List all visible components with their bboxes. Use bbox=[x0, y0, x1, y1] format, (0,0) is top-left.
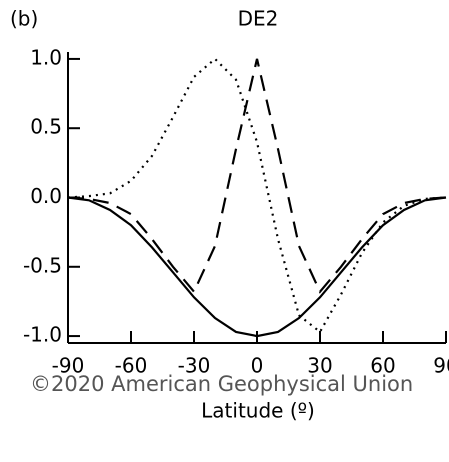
y-tick-label: 1.0 bbox=[30, 45, 62, 69]
y-tick-label: -1.0 bbox=[23, 323, 62, 347]
panel-label: (b) bbox=[10, 7, 38, 31]
series-line bbox=[67, 57, 447, 334]
y-tick-label: 0.0 bbox=[30, 184, 62, 208]
x-tick-label: -30 bbox=[178, 354, 211, 378]
y-tick-label: -0.5 bbox=[23, 253, 62, 277]
x-tick-label: 30 bbox=[307, 354, 332, 378]
x-tick-label: -60 bbox=[115, 354, 148, 378]
watermark: ©2020 American Geophysical Union bbox=[30, 372, 413, 396]
x-tick-label: 90 bbox=[433, 354, 449, 378]
series-line bbox=[67, 58, 447, 294]
x-tick-label: 0 bbox=[251, 354, 264, 378]
y-tick-label: 0.5 bbox=[30, 115, 62, 139]
series-line bbox=[67, 196, 447, 338]
x-axis-label: Latitude (º) bbox=[201, 399, 315, 423]
chart-title: DE2 bbox=[238, 7, 279, 31]
x-tick-label: -90 bbox=[52, 354, 85, 378]
x-tick-label: 60 bbox=[370, 354, 395, 378]
